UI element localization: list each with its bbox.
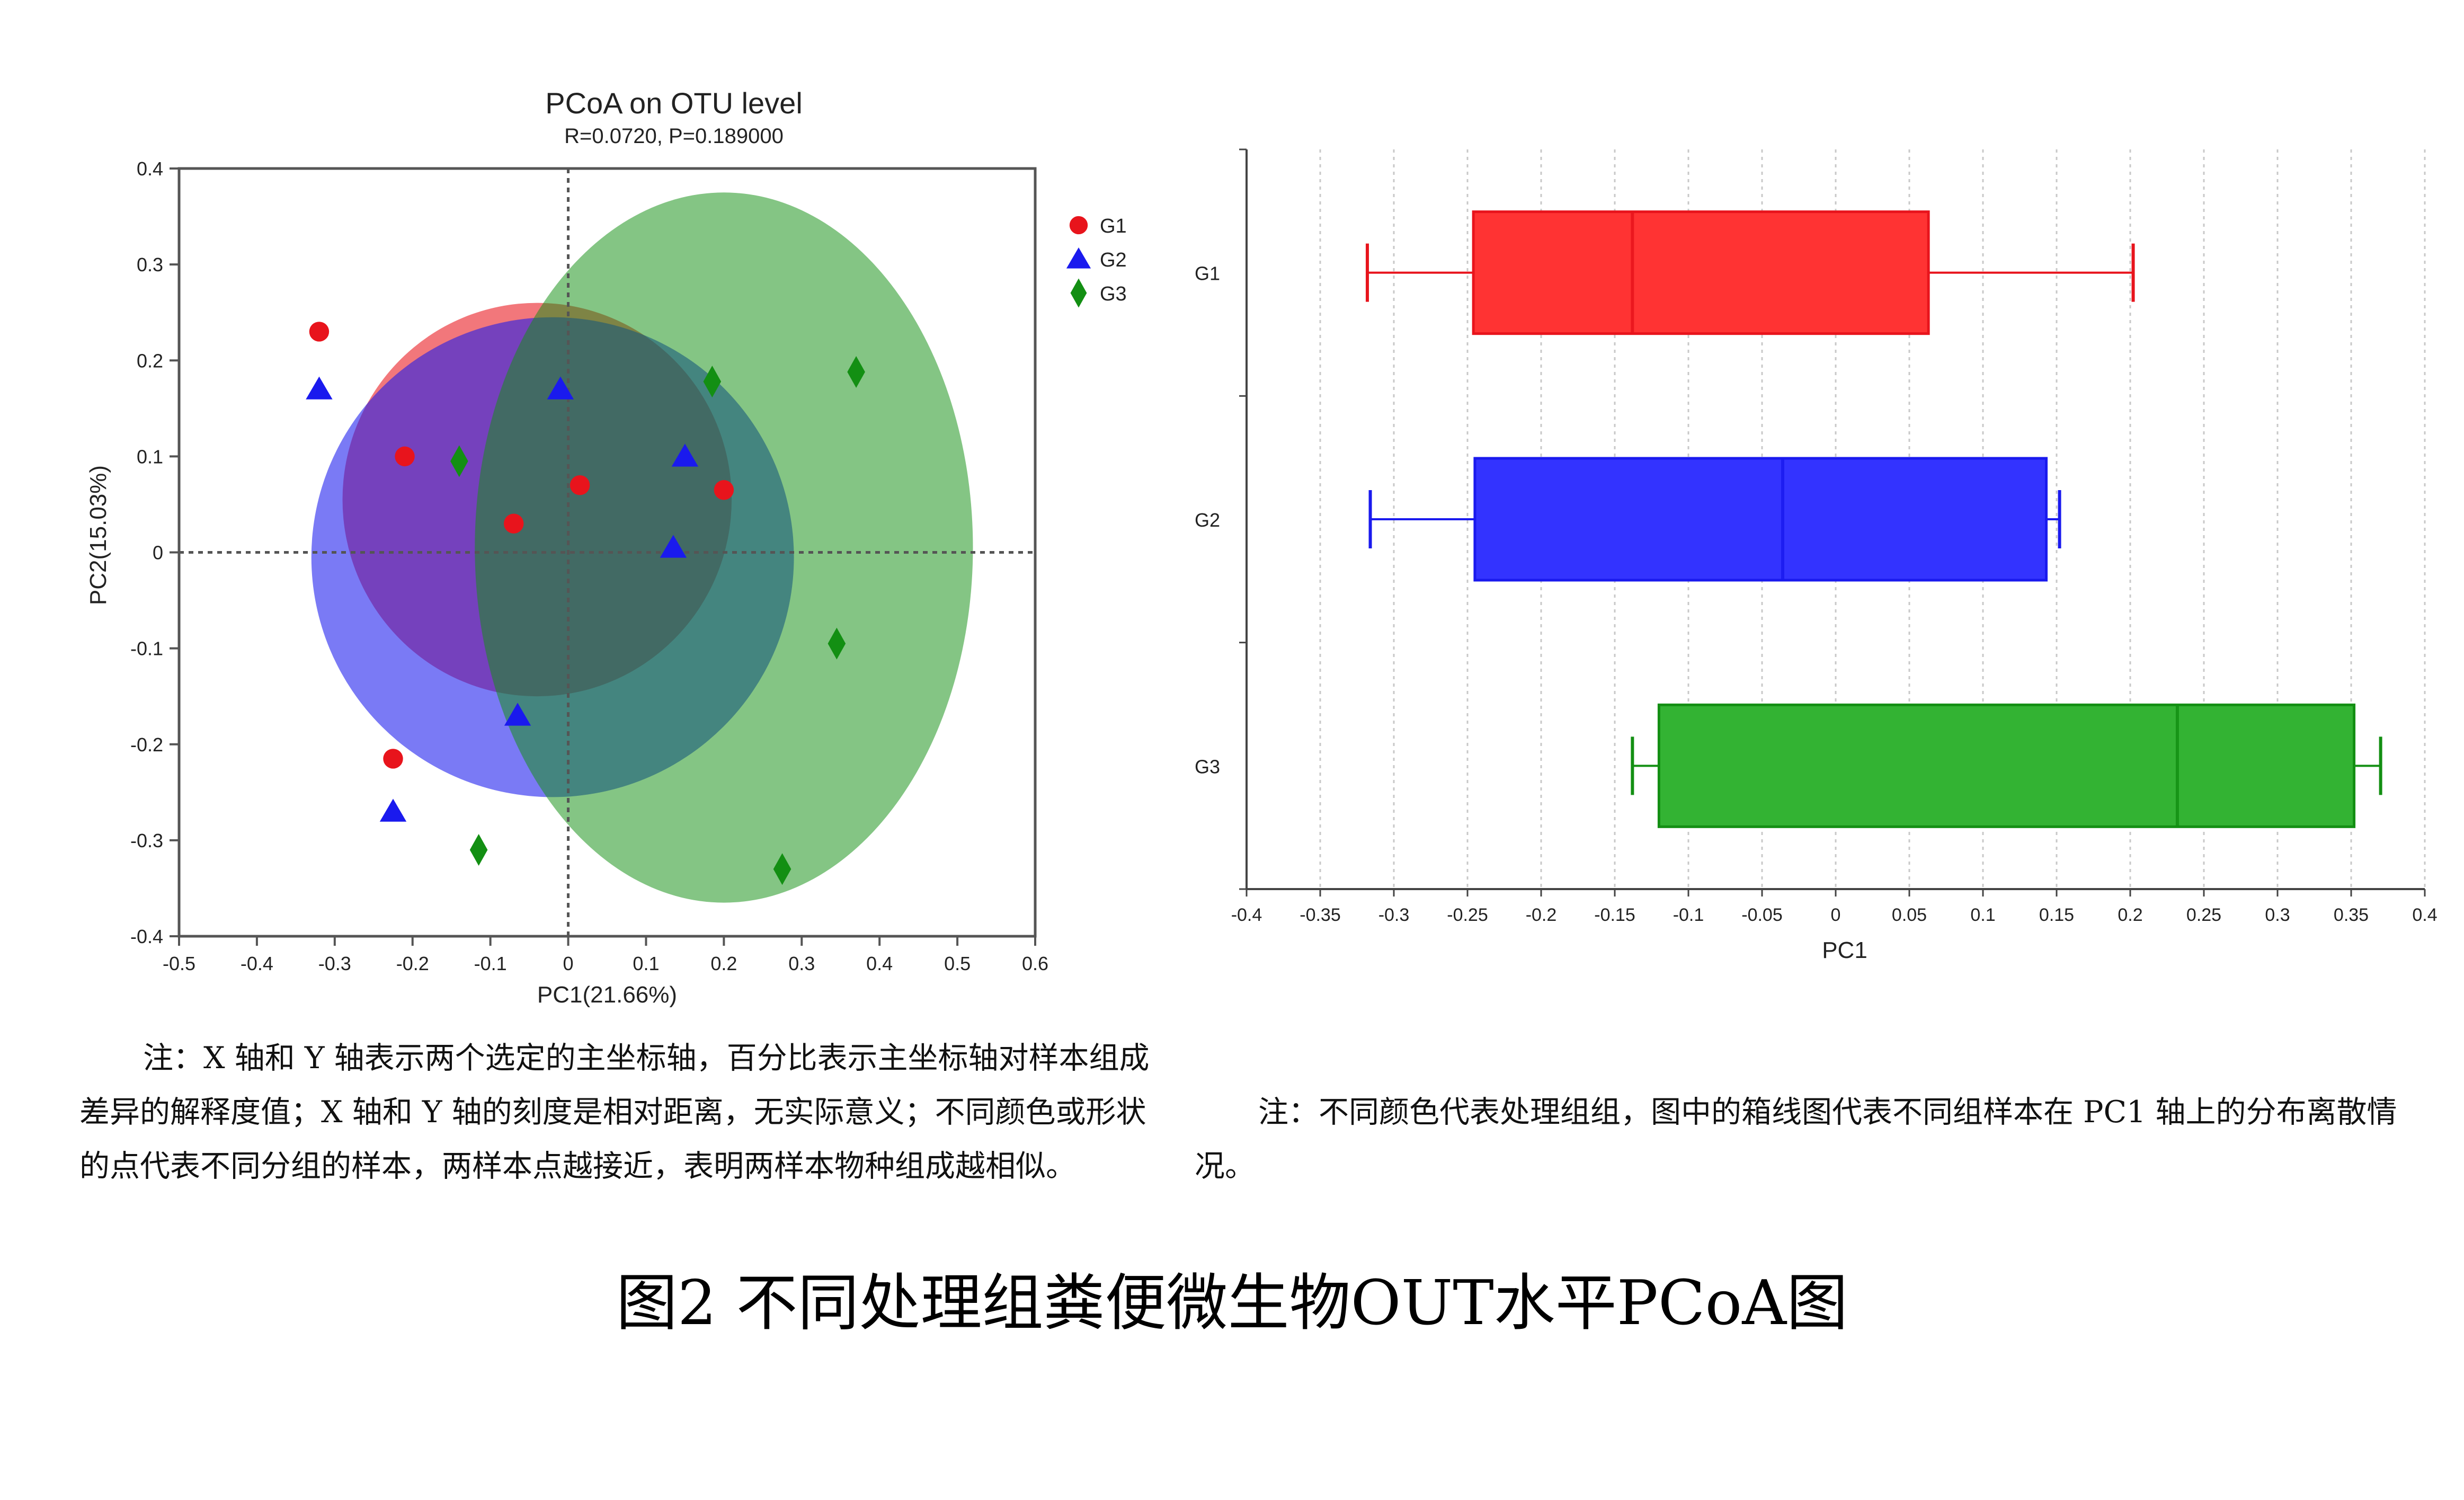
- pcoa-chart: PCoA on OTU level R=0.0720, P=0.189000 -…: [85, 86, 1127, 1008]
- pcoa-x-tick-label: 0.3: [788, 953, 815, 974]
- pcoa-points: [306, 322, 865, 885]
- point-g3: [828, 627, 846, 660]
- box-g2: [1368, 457, 2061, 582]
- boxplot-category-label-g1: G1: [1195, 263, 1220, 285]
- boxplot-category-label-g3: G3: [1195, 756, 1220, 777]
- pcoa-x-axis-label: PC1(21.66%): [537, 982, 677, 1008]
- point-g3: [469, 833, 488, 866]
- pcoa-x-tick-label: -0.4: [241, 953, 273, 974]
- pcoa-title: PCoA on OTU level: [545, 86, 803, 120]
- point-g2: [660, 535, 687, 558]
- pcoa-x-tick-label: 0.4: [866, 953, 893, 974]
- boxplot-x-tick-label: 0.05: [1892, 905, 1927, 925]
- pcoa-y-tick-label: -0.4: [130, 926, 163, 947]
- point-g2: [671, 443, 699, 467]
- point-g3: [773, 853, 791, 885]
- point-g2: [547, 376, 574, 400]
- pcoa-y-tick-label: 0.4: [137, 158, 163, 180]
- boxplot-x-axis: -0.4 -0.35 -0.3 -0.25 -0.2 -0.15 -0.1 -0.05 0 0.0…: [1231, 889, 2438, 925]
- legend-marker-g1: [1069, 216, 1088, 235]
- pcoa-y-tick-label: -0.2: [130, 734, 163, 756]
- point-g3: [703, 366, 722, 398]
- pcoa-x-tick-label: 0.5: [944, 953, 971, 974]
- pcoa-y-tick-label: 0.2: [137, 350, 163, 371]
- note-left: 注：X 轴和 Y 轴表示两个选定的主坐标轴，百分比表示主坐标轴对样本组成差异的解…: [79, 1041, 1150, 1184]
- box-g1: [1365, 210, 2135, 335]
- boxplot-x-tick-label: 0.3: [2265, 905, 2290, 925]
- box-body: [1472, 210, 1930, 335]
- point-g3: [450, 445, 468, 477]
- boxplot-x-tick-label: -0.05: [1741, 905, 1783, 925]
- boxplot-y-axis: G1 G2 G3: [1195, 263, 1220, 778]
- pcoa-ellipses: [311, 192, 973, 903]
- point-g1: [395, 446, 415, 467]
- pcoa-y-tick-label: -0.3: [130, 830, 163, 851]
- pcoa-x-tick-label: 0: [563, 953, 574, 974]
- confidence-ellipse-g3: [475, 192, 973, 903]
- point-g1: [570, 475, 590, 495]
- boxplot-x-tick-label: 0.4: [2412, 905, 2437, 925]
- legend-label-g3: G3: [1100, 283, 1127, 305]
- boxplot-x-tick-label: 0.15: [2039, 905, 2074, 925]
- pcoa-y-tick-label: 0.3: [137, 254, 163, 276]
- pc1-boxplot-chart: -0.4 -0.35 -0.3 -0.25 -0.2 -0.15 -0.1 -0.05 0 0.0…: [1195, 148, 2438, 963]
- box-body: [1657, 703, 2356, 828]
- figure-caption: 图2 不同处理组粪便微生物OUT水平PCoA图: [616, 1267, 1848, 1339]
- pcoa-legend: G1 G2 G3: [1066, 215, 1127, 308]
- boxplot-x-tick-label: -0.2: [1526, 905, 1557, 925]
- note-right: 注：不同颜色代表处理组组，图中的箱线图代表不同组样本在 PC1 轴上的分布离散情…: [1195, 1095, 2397, 1184]
- pcoa-x-tick-label: -0.2: [396, 953, 429, 974]
- pcoa-x-axis: -0.5 -0.4 -0.3 -0.2 -0.1 0 0.1 0.2 0.3 0.4 0.5 0.6: [163, 936, 1048, 974]
- boxplot-x-tick-label: -0.4: [1231, 905, 1262, 925]
- point-g2: [379, 798, 407, 822]
- pcoa-x-tick-label: -0.5: [163, 953, 195, 974]
- boxplot-x-tick-label: 0.35: [2334, 905, 2369, 925]
- pcoa-y-axis-label: PC2(15.03%): [85, 465, 111, 605]
- point-g2: [504, 703, 531, 726]
- pcoa-y-tick-label: 0.1: [137, 446, 163, 467]
- boxplot-x-tick-label: 0.1: [1970, 905, 1995, 925]
- pcoa-subtitle: R=0.0720, P=0.189000: [564, 125, 784, 148]
- point-g1: [503, 513, 524, 534]
- box-body: [1473, 457, 2048, 582]
- box-g3: [1631, 703, 2382, 828]
- boxplot-boxes: [1365, 210, 2382, 828]
- boxplot-x-tick-label: -0.25: [1447, 905, 1488, 925]
- point-g1: [383, 749, 403, 769]
- pcoa-y-tick-label: -0.1: [130, 638, 163, 660]
- point-g3: [847, 356, 865, 388]
- boxplot-x-tick-label: -0.3: [1378, 905, 1410, 925]
- boxplot-x-tick-label: 0.25: [2186, 905, 2221, 925]
- boxplot-x-tick-label: 0.2: [2118, 905, 2142, 925]
- boxplot-x-tick-label: -0.1: [1673, 905, 1704, 925]
- pcoa-x-tick-label: 0.2: [710, 953, 737, 974]
- point-g2: [306, 376, 333, 400]
- boxplot-category-label-g2: G2: [1195, 509, 1220, 531]
- boxplot-x-tick-label: 0: [1831, 905, 1841, 925]
- pcoa-x-tick-label: 0.6: [1022, 953, 1048, 974]
- pcoa-y-axis: 0.4 0.3 0.2 0.1 0 -0.1 -0.2 -0.3 -0.4: [130, 158, 179, 947]
- legend-label-g2: G2: [1100, 249, 1127, 271]
- legend-marker-g2: [1066, 247, 1091, 269]
- boxplot-x-axis-label: PC1: [1822, 937, 1867, 963]
- pcoa-x-tick-label: -0.3: [318, 953, 351, 974]
- pcoa-x-tick-label: -0.1: [474, 953, 507, 974]
- legend-marker-g3: [1070, 278, 1087, 308]
- pcoa-y-tick-label: 0: [153, 542, 163, 564]
- boxplot-x-tick-label: -0.35: [1300, 905, 1341, 925]
- point-g1: [309, 322, 330, 342]
- boxplot-x-tick-label: -0.15: [1594, 905, 1635, 925]
- point-g1: [714, 480, 734, 500]
- pcoa-origin-lines: [179, 168, 1035, 936]
- pcoa-x-tick-label: 0.1: [633, 953, 659, 974]
- legend-label-g1: G1: [1100, 215, 1127, 237]
